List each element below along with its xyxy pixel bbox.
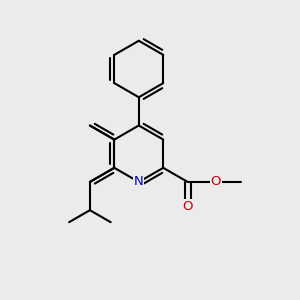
Text: O: O xyxy=(182,200,193,212)
Text: N: N xyxy=(134,176,144,188)
Text: O: O xyxy=(211,176,221,188)
